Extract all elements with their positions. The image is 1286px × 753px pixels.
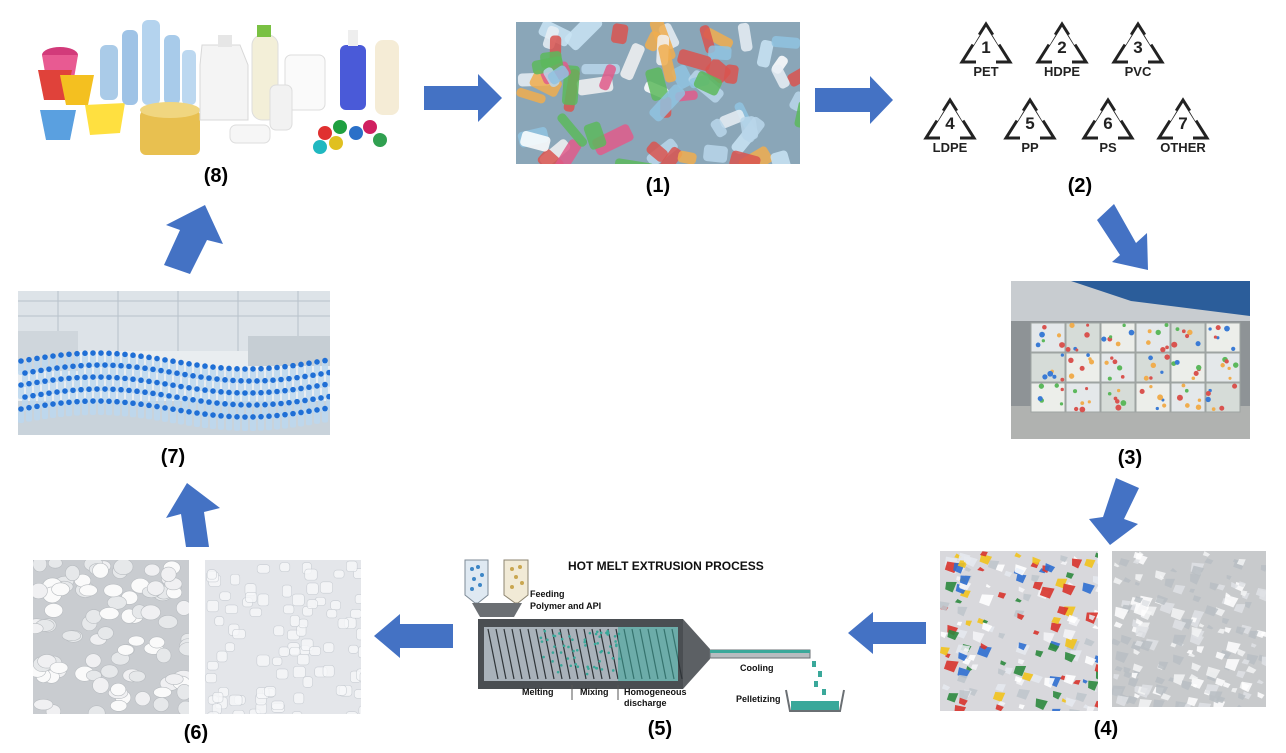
ric-2: 2 HDPE [1034,20,1090,79]
recycling-triangle-icon [1156,97,1210,140]
ric-number: 4 [945,114,955,133]
arrow-5-to-6 [374,614,453,658]
colored-flakes-image [940,551,1098,711]
step-label-8: (8) [203,165,229,187]
recycling-triangle-icon [1081,97,1135,140]
ric-code-label: HDPE [1043,64,1081,79]
ric-number: 3 [1133,38,1143,57]
arrow-7-to-8 [164,205,223,274]
ric-code-label: PP [1021,140,1039,155]
clear-flakes-image [1112,551,1266,707]
ric-number: 2 [1057,38,1067,57]
ric-code-label: OTHER [1160,140,1206,155]
step-label-3: (3) [1117,447,1143,469]
feeding-label: Feeding [530,589,565,599]
bottling-line-image [18,291,330,435]
melting-label: Melting [522,687,554,697]
ric-number: 1 [981,38,991,57]
recycling-triangle-icon [1003,97,1057,140]
arrow-1-to-2 [815,76,893,124]
recycling-triangle-icon [923,97,977,140]
arrow-2-to-3 [1097,204,1148,270]
arrow-8-to-1 [424,74,502,122]
plastic-products-image [30,15,410,160]
mixing-label: Mixing [580,687,609,697]
ric-number: 5 [1025,114,1035,133]
ric-number: 7 [1178,114,1188,133]
recycling-triangle-icon [1035,21,1089,64]
recycling-triangle-icon [1111,21,1165,64]
clear-pellets-image [205,560,361,714]
baled-plastic-image [1011,281,1250,439]
step-label-4: (4) [1093,718,1119,740]
resin-codes-panel: 1 PET 2 HDPE 3 PVC 4 LDPE 5 PP 6 PS 7 OT… [923,20,1230,170]
feeding-sublabel: Polymer and API [530,601,602,611]
ric-code-label: PET [973,64,999,79]
pelletizing-label: Pelletizing [736,694,781,704]
ric-3: 3 PVC [1110,20,1166,79]
ric-code-label: PVC [1124,64,1152,79]
ric-1: 1 PET [958,20,1014,79]
ric-5: 5 PP [1002,96,1058,155]
ric-code-label: PS [1099,140,1117,155]
recycling-triangle-icon [959,21,1013,64]
ric-7: 7 OTHER [1155,96,1211,155]
arrow-3-to-4 [1089,478,1139,545]
white-pellets-image [33,560,189,714]
ric-code-label: LDPE [932,140,968,155]
cooling-label: Cooling [740,663,774,673]
extrusion-title: HOT MELT EXTRUSION PROCESS [568,559,764,573]
step-label-2: (2) [1067,175,1093,197]
arrow-4-to-5 [848,612,926,654]
plastic-waste-image [516,22,800,164]
step-label-5: (5) [647,718,673,740]
step-label-1: (1) [645,175,671,197]
arrow-6-to-7 [166,483,220,547]
ric-6: 6 PS [1080,96,1136,155]
ric-number: 6 [1103,114,1113,133]
extrusion-diagram: HOT MELT EXTRUSION PROCESS Feeding Polym… [460,555,850,715]
homogeneous-label: Homogeneous [624,687,687,697]
ric-4: 4 LDPE [922,96,978,155]
step-label-7: (7) [160,446,186,468]
discharge-label: discharge [624,698,667,708]
step-label-6: (6) [183,722,209,744]
